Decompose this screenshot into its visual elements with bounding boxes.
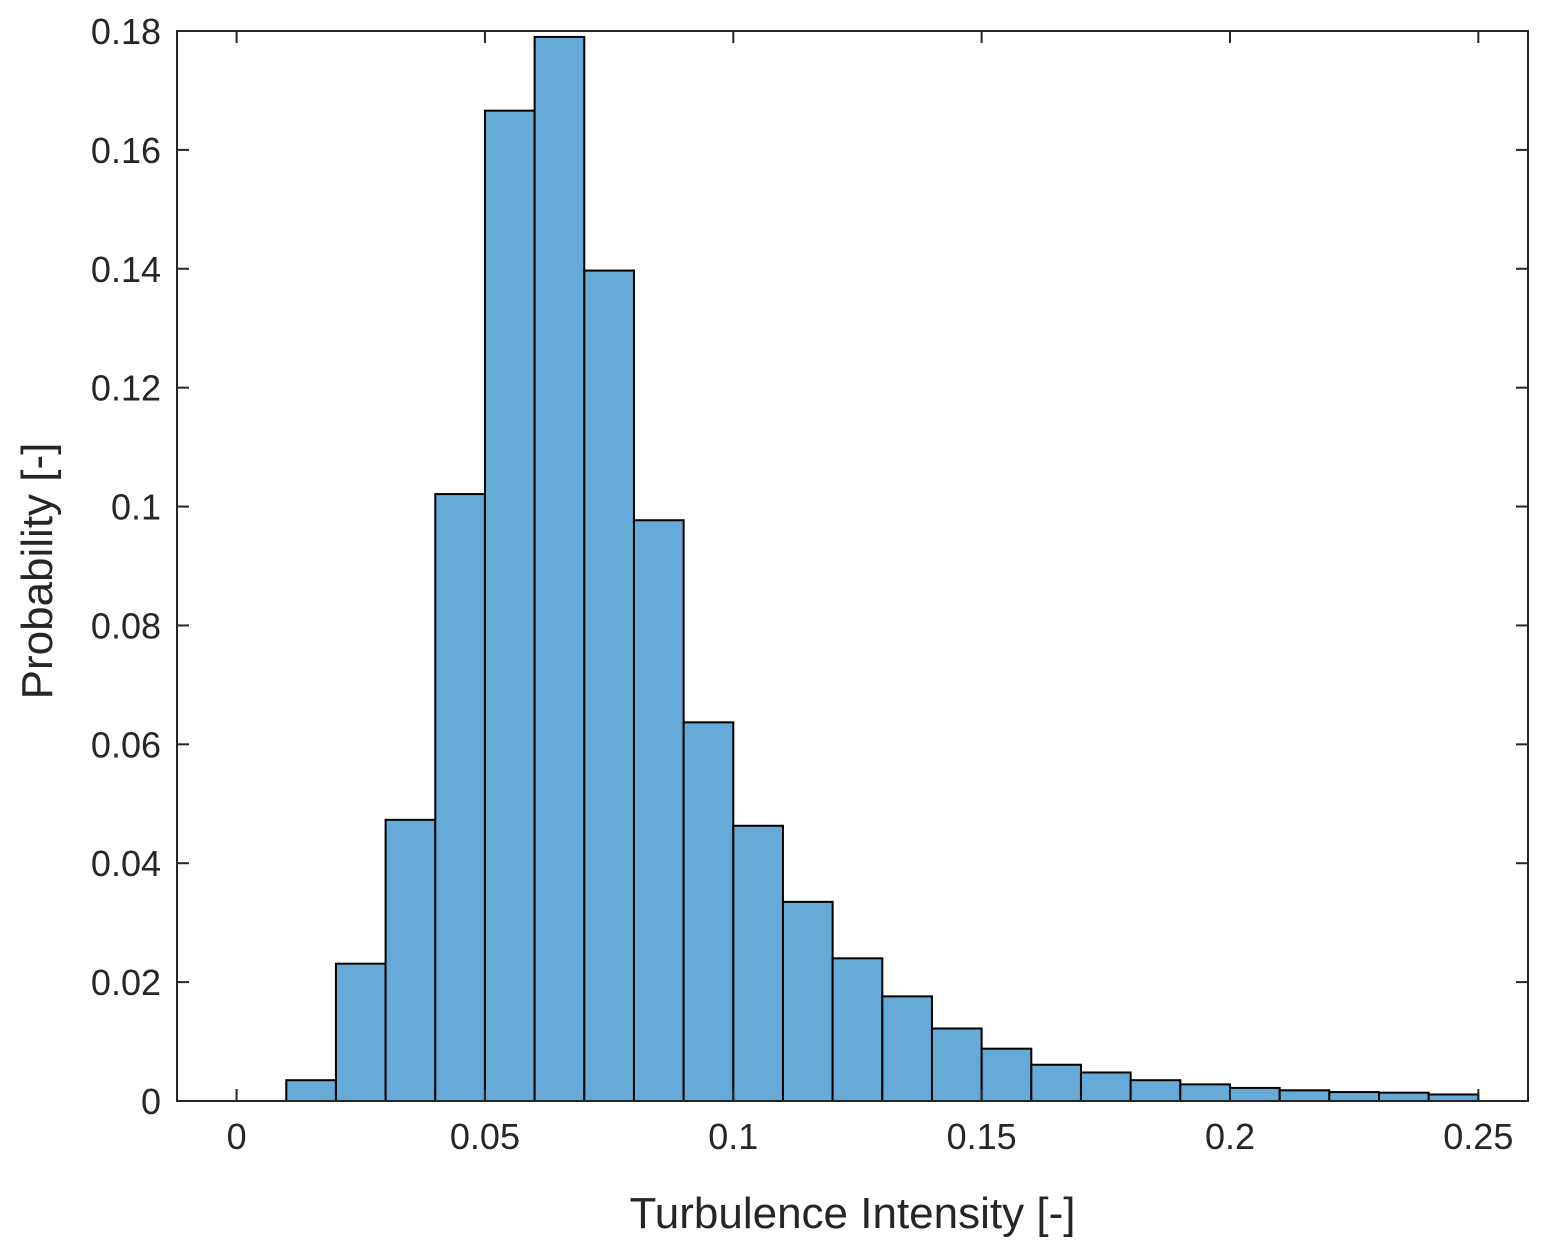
y-tick-label: 0 — [141, 1081, 161, 1122]
histogram-bar-10 — [781, 900, 834, 1102]
histogram-bar-18 — [1179, 1083, 1231, 1103]
histogram-bar-11 — [831, 957, 884, 1102]
x-tick-label: 0 — [227, 1116, 247, 1157]
histogram-bar-1 — [334, 962, 387, 1103]
y-tick-label: 0.04 — [91, 843, 161, 884]
histogram-bar-5 — [533, 35, 586, 1102]
y-tick-label: 0.06 — [91, 724, 161, 765]
histogram-bar-12 — [881, 995, 933, 1103]
y-tick-label: 0.08 — [91, 605, 161, 646]
y-tick-label: 0.02 — [91, 962, 161, 1003]
histogram-bars — [285, 35, 1480, 1103]
histogram-bar-7 — [632, 519, 685, 1102]
histogram-bar-6 — [583, 269, 635, 1102]
histogram-bar-16 — [1079, 1071, 1132, 1103]
histogram-bar-22 — [1377, 1091, 1430, 1102]
axis-ticks: 0 0.05 0.1 0.15 0.2 0.25 0 0.02 0.04 0.06 0.08 0.1 0… — [91, 11, 1528, 1157]
histogram-bar-15 — [1030, 1063, 1082, 1103]
x-tick-label: 0.2 — [1205, 1116, 1255, 1157]
axes-box — [176, 30, 1529, 1102]
y-tick-label: 0.12 — [91, 368, 161, 409]
y-tick-label: 0.1 — [111, 487, 161, 528]
histogram-bar-4 — [483, 109, 536, 1102]
histogram-bar-14 — [980, 1047, 1033, 1102]
x-axis-label: Turbulence Intensity [-] — [630, 1189, 1076, 1238]
x-tick-label: 0.15 — [947, 1116, 1017, 1157]
y-axis-label: Probability [-] — [13, 443, 62, 700]
histogram-bar-3 — [434, 493, 486, 1103]
histogram-bar-9 — [732, 824, 784, 1102]
x-tick-label: 0.25 — [1443, 1116, 1513, 1157]
x-tick-label: 0.05 — [450, 1116, 520, 1157]
histogram-bar-21 — [1328, 1091, 1380, 1103]
histogram-bar-19 — [1228, 1086, 1281, 1103]
histogram-bar-8 — [682, 721, 735, 1102]
histogram-bar-20 — [1278, 1089, 1331, 1103]
histogram-bar-13 — [930, 1027, 983, 1103]
y-tick-label: 0.18 — [91, 11, 161, 52]
y-tick-label: 0.14 — [91, 249, 161, 290]
x-tick-label: 0.1 — [708, 1116, 758, 1157]
y-tick-label: 0.16 — [91, 130, 161, 171]
histogram-bar-17 — [1129, 1079, 1182, 1103]
histogram-bar-0 — [285, 1079, 337, 1103]
histogram-bar-2 — [384, 818, 437, 1102]
